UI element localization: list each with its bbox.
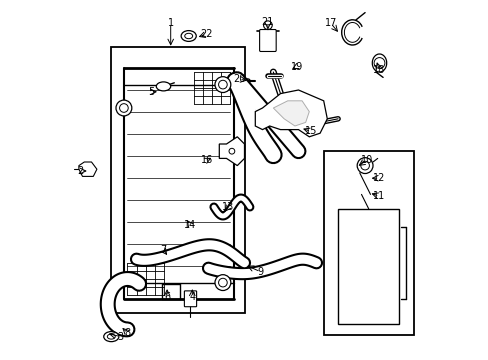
Text: 16: 16 bbox=[200, 155, 212, 165]
FancyBboxPatch shape bbox=[184, 291, 196, 307]
Text: 21: 21 bbox=[261, 17, 274, 27]
Circle shape bbox=[116, 100, 132, 116]
Circle shape bbox=[215, 275, 230, 291]
Text: 20: 20 bbox=[232, 74, 245, 84]
Polygon shape bbox=[273, 101, 309, 126]
Bar bbox=[111, 47, 244, 313]
Text: 15: 15 bbox=[305, 126, 317, 136]
Text: 10: 10 bbox=[360, 155, 372, 165]
Ellipse shape bbox=[156, 82, 170, 91]
Bar bbox=[323, 151, 413, 335]
Circle shape bbox=[356, 158, 372, 174]
Circle shape bbox=[215, 77, 230, 93]
Text: 22: 22 bbox=[200, 29, 212, 39]
Polygon shape bbox=[255, 90, 326, 137]
Bar bbox=[337, 209, 399, 324]
Text: 4: 4 bbox=[189, 292, 195, 302]
Circle shape bbox=[263, 21, 272, 30]
Text: 11: 11 bbox=[373, 191, 385, 201]
Ellipse shape bbox=[103, 332, 119, 342]
Circle shape bbox=[373, 58, 384, 68]
Text: 9: 9 bbox=[257, 267, 263, 277]
Text: 5: 5 bbox=[147, 87, 154, 97]
Text: 14: 14 bbox=[184, 220, 196, 230]
Polygon shape bbox=[219, 137, 244, 166]
Text: 13: 13 bbox=[222, 202, 234, 212]
Text: 6: 6 bbox=[163, 292, 170, 302]
Ellipse shape bbox=[181, 31, 196, 41]
Text: 18: 18 bbox=[373, 65, 385, 75]
Text: 2: 2 bbox=[78, 166, 83, 176]
Polygon shape bbox=[79, 162, 97, 176]
Text: 7: 7 bbox=[160, 245, 166, 255]
Text: 19: 19 bbox=[290, 62, 302, 72]
Text: 3: 3 bbox=[117, 332, 123, 342]
FancyBboxPatch shape bbox=[259, 30, 276, 51]
Text: 17: 17 bbox=[324, 18, 336, 28]
Text: 1: 1 bbox=[167, 18, 173, 28]
Text: 8: 8 bbox=[124, 328, 130, 338]
Text: 12: 12 bbox=[372, 173, 385, 183]
